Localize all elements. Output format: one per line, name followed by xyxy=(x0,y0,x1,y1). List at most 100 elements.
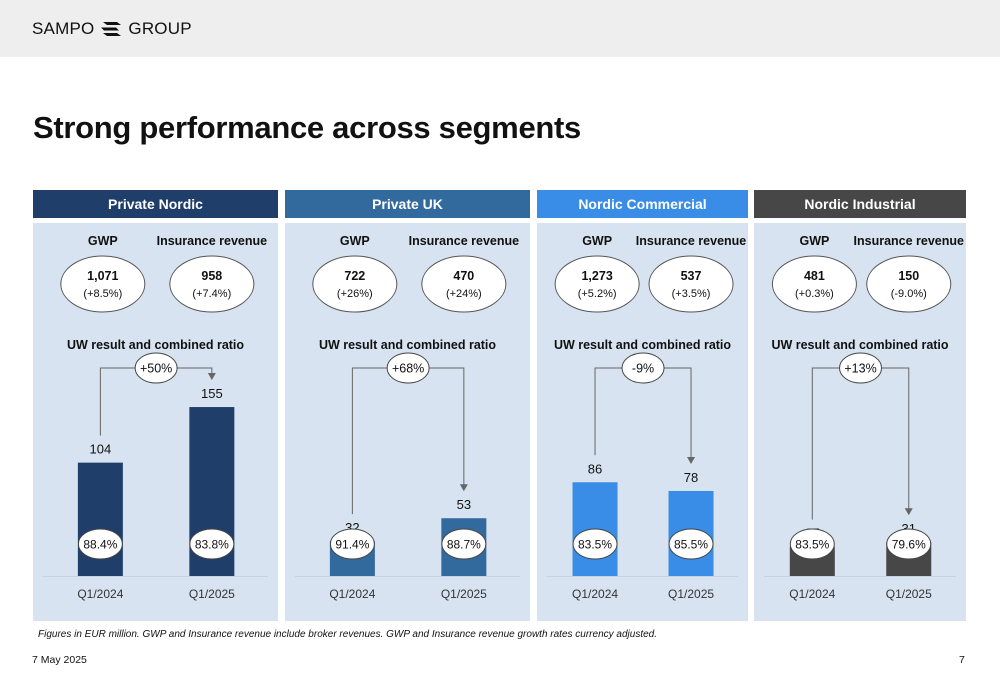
segment-header: Nordic Industrial xyxy=(754,190,966,218)
growth-connector xyxy=(811,367,910,520)
growth-label: +50% xyxy=(140,362,172,376)
bar-value-label: 78 xyxy=(684,470,698,485)
growth-bubble xyxy=(134,352,178,384)
combined-ratio-bubble xyxy=(789,528,835,560)
combined-ratio-bubble xyxy=(668,528,714,560)
page-number: 7 xyxy=(959,654,965,666)
kpi-change: (+26%) xyxy=(337,288,373,300)
segment-panel-private-uk: Private UK GWP 722 (+26%) Insurance revenue… xyxy=(285,190,530,621)
combined-ratio-bubble xyxy=(189,528,235,560)
kpi-change: (+0.3%) xyxy=(795,288,834,300)
top-bar xyxy=(0,0,1000,57)
combined-ratio-label: 85.5% xyxy=(674,538,708,552)
kpi-change: (+8.5%) xyxy=(83,288,122,300)
growth-bubble xyxy=(839,352,883,384)
chart-subtitle: UW result and combined ratio xyxy=(771,338,948,352)
x-tick-label: Q1/2024 xyxy=(329,587,375,601)
segment-panel-nordic-commercial: Nordic Commercial GWP 1,273 (+5.2%) Insuran… xyxy=(537,190,748,621)
kpi-change: (+24%) xyxy=(446,288,482,300)
kpi-change: (+3.5%) xyxy=(672,288,711,300)
kpi-change: (+7.4%) xyxy=(192,288,231,300)
segment-chart: GWP 481 (+0.3%) Insurance revenue 150 (-9.0%)… xyxy=(764,234,965,601)
kpi-value: 958 xyxy=(201,269,222,283)
bar-value-label: 104 xyxy=(90,442,112,457)
growth-label: +13% xyxy=(844,362,876,376)
bar-value-label: 53 xyxy=(457,497,471,512)
kpi-bubble xyxy=(60,255,146,313)
combined-ratio-bubble xyxy=(441,528,487,560)
combined-ratio-label: 83.8% xyxy=(195,538,229,552)
kpi-value: 722 xyxy=(344,269,365,283)
kpi-bubble xyxy=(771,255,857,313)
kpi-value: 150 xyxy=(898,269,919,283)
kpi-bubble xyxy=(421,255,507,313)
kpi-label: Insurance revenue xyxy=(854,234,965,248)
growth-label: -9% xyxy=(632,362,654,376)
growth-arrow-icon xyxy=(904,508,913,516)
growth-arrow-icon xyxy=(459,484,468,492)
kpi-label: GWP xyxy=(88,234,118,248)
growth-arrow-icon xyxy=(207,373,216,381)
combined-ratio-label: 83.5% xyxy=(578,538,612,552)
combined-ratio-bubble xyxy=(886,528,932,560)
x-tick-label: Q1/2024 xyxy=(789,587,835,601)
bar-value-label: 155 xyxy=(201,386,223,401)
kpi-label: Insurance revenue xyxy=(409,234,520,248)
kpi-value: 470 xyxy=(453,269,474,283)
x-tick-label: Q1/2024 xyxy=(572,587,618,601)
kpi-value: 537 xyxy=(681,269,702,283)
x-tick-label: Q1/2025 xyxy=(668,587,714,601)
combined-ratio-label: 88.4% xyxy=(83,538,117,552)
kpi-bubble xyxy=(866,255,952,313)
combined-ratio-label: 91.4% xyxy=(335,538,369,552)
kpi-bubble xyxy=(648,255,734,313)
growth-connector xyxy=(351,367,465,515)
page-title: Strong performance across segments xyxy=(33,110,581,145)
footer-date: 7 May 2025 xyxy=(32,654,87,666)
growth-bubble xyxy=(386,352,430,384)
kpi-value: 481 xyxy=(804,269,825,283)
logo-right-text: GROUP xyxy=(128,19,192,38)
growth-bubble xyxy=(621,352,665,384)
combined-ratio-bubble xyxy=(572,528,618,560)
x-tick-label: Q1/2024 xyxy=(77,587,123,601)
kpi-value: 1,273 xyxy=(581,269,612,283)
kpi-value: 1,071 xyxy=(87,269,118,283)
kpi-change: (+5.2%) xyxy=(578,288,617,300)
segment-header: Private Nordic xyxy=(33,190,278,218)
segment-header: Private UK xyxy=(285,190,530,218)
kpi-bubble xyxy=(312,255,398,313)
kpi-label: GWP xyxy=(340,234,370,248)
bar-value-label: 86 xyxy=(588,461,602,476)
segment-panel-private-nordic: Private Nordic GWP 1,071 (+8.5%) Insurance … xyxy=(33,190,278,621)
segment-header: Nordic Commercial xyxy=(537,190,748,218)
footnote: Figures in EUR million. GWP and Insuranc… xyxy=(38,629,658,640)
chart-subtitle: UW result and combined ratio xyxy=(319,338,496,352)
combined-ratio-bubble xyxy=(77,528,123,560)
growth-label: +68% xyxy=(392,362,424,376)
kpi-change: (-9.0%) xyxy=(891,288,927,300)
growth-arrow-icon xyxy=(687,456,696,464)
sampo-group-logo: SAMPO GROUP xyxy=(32,19,192,39)
segment-chart: GWP 722 (+26%) Insurance revenue 470 (+24%) UW… xyxy=(295,234,520,601)
kpi-label: GWP xyxy=(582,234,612,248)
kpi-label: Insurance revenue xyxy=(157,234,268,248)
combined-ratio-label: 88.7% xyxy=(447,538,481,552)
logo-left-text: SAMPO xyxy=(32,19,95,38)
kpi-bubble xyxy=(169,255,255,313)
chart-subtitle: UW result and combined ratio xyxy=(554,338,731,352)
logo-mark-icon xyxy=(101,22,122,36)
kpi-label: GWP xyxy=(799,234,829,248)
segment-chart: GWP 1,071 (+8.5%) Insurance revenue 958 (+7.4… xyxy=(43,234,268,601)
combined-ratio-label: 83.5% xyxy=(795,538,829,552)
segment-panel-nordic-industrial: Nordic Industrial GWP 481 (+0.3%) Insurance… xyxy=(754,190,966,621)
segment-chart: GWP 1,273 (+5.2%) Insurance revenue 537 (+3.5… xyxy=(547,234,747,601)
chart-subtitle: UW result and combined ratio xyxy=(67,338,244,352)
combined-ratio-label: 79.6% xyxy=(892,538,926,552)
kpi-label: Insurance revenue xyxy=(636,234,747,248)
x-tick-label: Q1/2025 xyxy=(189,587,235,601)
x-tick-label: Q1/2025 xyxy=(441,587,487,601)
kpi-bubble xyxy=(554,255,640,313)
x-tick-label: Q1/2025 xyxy=(886,587,932,601)
combined-ratio-bubble xyxy=(329,528,375,560)
